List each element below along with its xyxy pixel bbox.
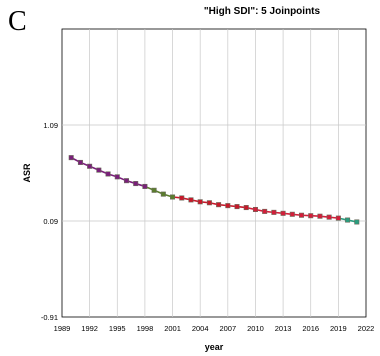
- x-axis-ticks: 1989 1992 1995 1998 2001 2004 2007 2010 2013 2016…: [54, 324, 375, 333]
- x-tick-label: 2016: [302, 324, 319, 333]
- gridlines: [62, 29, 366, 317]
- data-point: [68, 155, 74, 161]
- x-tick-label: 2010: [247, 324, 264, 333]
- x-tick-label: 2019: [330, 324, 347, 333]
- plot-area: [61, 28, 367, 318]
- data-point: [234, 204, 240, 210]
- data-point: [114, 174, 120, 180]
- data-point: [280, 210, 286, 216]
- x-tick-label: 1989: [54, 324, 71, 333]
- data-point: [188, 197, 194, 203]
- data-point: [289, 211, 295, 217]
- data-point: [96, 167, 102, 173]
- data-point: [197, 199, 203, 205]
- x-tick-label: 2004: [192, 324, 209, 333]
- observed-points: [68, 155, 360, 225]
- data-point: [179, 195, 185, 201]
- x-tick-label: 2013: [275, 324, 292, 333]
- data-point: [299, 212, 305, 218]
- y-tick-label: 1.09: [43, 121, 58, 130]
- data-point: [206, 200, 212, 206]
- y-axis-label: ASR: [22, 163, 32, 183]
- data-point: [87, 163, 93, 169]
- data-point: [160, 191, 166, 197]
- x-axis-label: year: [205, 342, 224, 352]
- data-point: [335, 215, 341, 221]
- x-tick-label: 2007: [219, 324, 236, 333]
- x-tick-label: 1998: [137, 324, 154, 333]
- panel-letter: C: [8, 6, 27, 37]
- y-axis-ticks: -0.91 0.09 1.09: [41, 121, 58, 322]
- data-point: [142, 183, 148, 189]
- data-point: [271, 209, 277, 215]
- data-point: [225, 203, 231, 209]
- data-point: [354, 219, 360, 225]
- y-tick-label: 0.09: [43, 217, 58, 226]
- data-point: [216, 202, 222, 208]
- y-tick-label: -0.91: [41, 313, 58, 322]
- data-point: [262, 208, 268, 214]
- x-tick-label: 2022: [358, 324, 375, 333]
- data-point: [151, 187, 157, 193]
- data-point: [123, 178, 129, 184]
- x-tick-label: 1995: [109, 324, 126, 333]
- data-point: [345, 217, 351, 223]
- data-point: [133, 181, 139, 187]
- chart-title: "High SDI": 5 Joinpoints: [204, 6, 321, 17]
- data-point: [170, 194, 176, 200]
- data-point: [252, 206, 258, 212]
- joinpoint-segment: [144, 185, 173, 198]
- data-point: [317, 213, 323, 219]
- data-point: [308, 213, 314, 219]
- data-point: [105, 171, 111, 177]
- x-tick-label: 1992: [81, 324, 98, 333]
- data-point: [77, 159, 83, 165]
- data-point: [243, 205, 249, 211]
- data-point: [326, 214, 332, 220]
- x-tick-label: 2001: [164, 324, 181, 333]
